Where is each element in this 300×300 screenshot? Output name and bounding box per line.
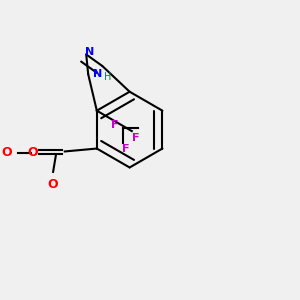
Text: O: O — [27, 146, 38, 159]
Text: N: N — [85, 46, 94, 56]
Text: F: F — [122, 143, 130, 154]
Text: O: O — [2, 146, 12, 159]
Text: F: F — [132, 133, 140, 143]
Text: H: H — [104, 72, 112, 82]
Text: F: F — [110, 120, 118, 130]
Text: O: O — [47, 178, 58, 191]
Text: N: N — [92, 69, 102, 79]
